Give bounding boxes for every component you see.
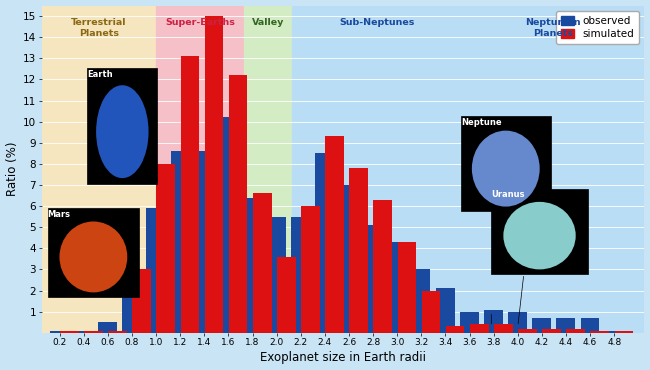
Bar bbox=[518, 329, 537, 333]
Bar bbox=[461, 117, 551, 211]
Bar bbox=[301, 206, 320, 333]
Bar bbox=[194, 151, 213, 333]
Bar bbox=[325, 137, 344, 333]
Bar bbox=[229, 75, 248, 333]
Bar bbox=[243, 198, 261, 333]
Bar bbox=[542, 329, 561, 333]
Bar bbox=[84, 331, 103, 333]
Bar bbox=[349, 168, 368, 333]
Bar bbox=[494, 324, 513, 333]
Bar bbox=[132, 269, 151, 333]
Bar bbox=[253, 194, 272, 333]
Bar bbox=[157, 164, 175, 333]
Ellipse shape bbox=[59, 222, 127, 292]
Bar bbox=[615, 331, 633, 333]
Bar bbox=[398, 242, 416, 333]
Bar bbox=[508, 312, 527, 333]
Bar bbox=[446, 326, 465, 333]
Bar bbox=[422, 290, 440, 333]
Ellipse shape bbox=[503, 202, 576, 269]
Ellipse shape bbox=[472, 131, 540, 206]
Bar bbox=[566, 329, 585, 333]
Bar bbox=[181, 56, 199, 333]
Text: Earth: Earth bbox=[87, 70, 113, 79]
Bar bbox=[42, 6, 156, 333]
Bar bbox=[339, 185, 358, 333]
Bar bbox=[461, 6, 644, 333]
Bar bbox=[291, 216, 310, 333]
Bar bbox=[205, 16, 224, 333]
Bar bbox=[590, 331, 609, 333]
Bar bbox=[122, 295, 141, 333]
Bar bbox=[267, 216, 286, 333]
Bar bbox=[532, 318, 551, 333]
Text: Neptune: Neptune bbox=[461, 118, 502, 128]
Bar bbox=[48, 208, 138, 297]
Bar bbox=[374, 200, 392, 333]
Bar bbox=[74, 331, 93, 333]
X-axis label: Exoplanet size in Earth radii: Exoplanet size in Earth radii bbox=[260, 352, 426, 364]
Bar bbox=[219, 117, 237, 333]
Text: Terrestrial
Planets: Terrestrial Planets bbox=[71, 18, 127, 38]
Bar bbox=[436, 288, 454, 333]
Bar bbox=[470, 324, 489, 333]
Bar bbox=[146, 208, 165, 333]
Text: Super-Earths: Super-Earths bbox=[165, 18, 235, 27]
Legend: observed, simulated: observed, simulated bbox=[556, 11, 639, 44]
Bar bbox=[363, 225, 382, 333]
Text: Mars: Mars bbox=[47, 210, 71, 219]
Bar bbox=[556, 318, 575, 333]
Bar bbox=[50, 331, 69, 333]
Bar bbox=[170, 151, 189, 333]
Bar bbox=[484, 309, 502, 333]
Ellipse shape bbox=[96, 85, 149, 178]
Bar bbox=[156, 6, 244, 333]
Text: Valley: Valley bbox=[252, 18, 285, 27]
Text: Sub-Neptunes: Sub-Neptunes bbox=[339, 18, 415, 27]
Bar bbox=[87, 68, 157, 184]
Bar bbox=[604, 331, 623, 333]
Text: Uranus: Uranus bbox=[491, 190, 525, 199]
Bar bbox=[277, 257, 296, 333]
Bar bbox=[491, 189, 588, 274]
Bar bbox=[460, 312, 478, 333]
Text: Neptunian
Planets: Neptunian Planets bbox=[525, 18, 580, 38]
Bar bbox=[292, 6, 461, 333]
Bar bbox=[98, 322, 117, 333]
Bar bbox=[387, 242, 406, 333]
Bar bbox=[60, 331, 79, 333]
Bar bbox=[580, 318, 599, 333]
Bar bbox=[244, 6, 292, 333]
Y-axis label: Ratio (%): Ratio (%) bbox=[6, 142, 19, 196]
Bar bbox=[108, 331, 127, 333]
Bar bbox=[411, 269, 430, 333]
Bar bbox=[315, 153, 334, 333]
